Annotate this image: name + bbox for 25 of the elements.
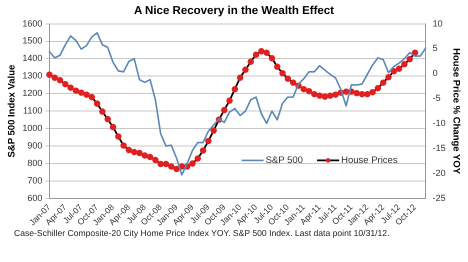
y-tick-label: 1000 — [22, 123, 42, 134]
y2-tick-label: 0 — [432, 68, 438, 78]
y-tick-label: 800 — [27, 158, 42, 168]
legend-label: S&P 500 — [266, 155, 303, 166]
y2-tick-label: -10 — [432, 118, 446, 128]
y2-tick-label: -20 — [432, 168, 446, 178]
y-tick-label: 600 — [27, 192, 42, 203]
y-tick-label: 1400 — [22, 53, 42, 64]
y2-tick-label: -15 — [432, 143, 446, 154]
text: Case-Schiller Composite-20 City Home Price Index YOY. S&P 500 Index. Last data point 10/31/12. — [14, 228, 390, 239]
y-tick-label: 1500 — [22, 36, 42, 46]
y2-axis-title: House Price % Change YOY — [450, 48, 462, 175]
y2-tick-label: 5 — [432, 43, 438, 54]
y-tick-label: 1600 — [22, 18, 42, 28]
y-tick-label: 700 — [27, 175, 42, 186]
chart-title: A Nice Recovery in the Wealth Effect — [134, 5, 334, 18]
y-tick-label: 1200 — [22, 88, 42, 98]
y2-tick-label: -25 — [432, 192, 446, 203]
legend-label: House Prices — [341, 155, 398, 166]
y2-tick-label: -5 — [432, 93, 441, 104]
y-tick-label: 1100 — [23, 106, 42, 116]
y-axis-title: S&P 500 Index Value — [6, 64, 18, 158]
y-tick-label: 900 — [27, 140, 42, 151]
y-tick-label: 1300 — [22, 70, 42, 81]
y2-tick-label: 10 — [432, 18, 443, 28]
